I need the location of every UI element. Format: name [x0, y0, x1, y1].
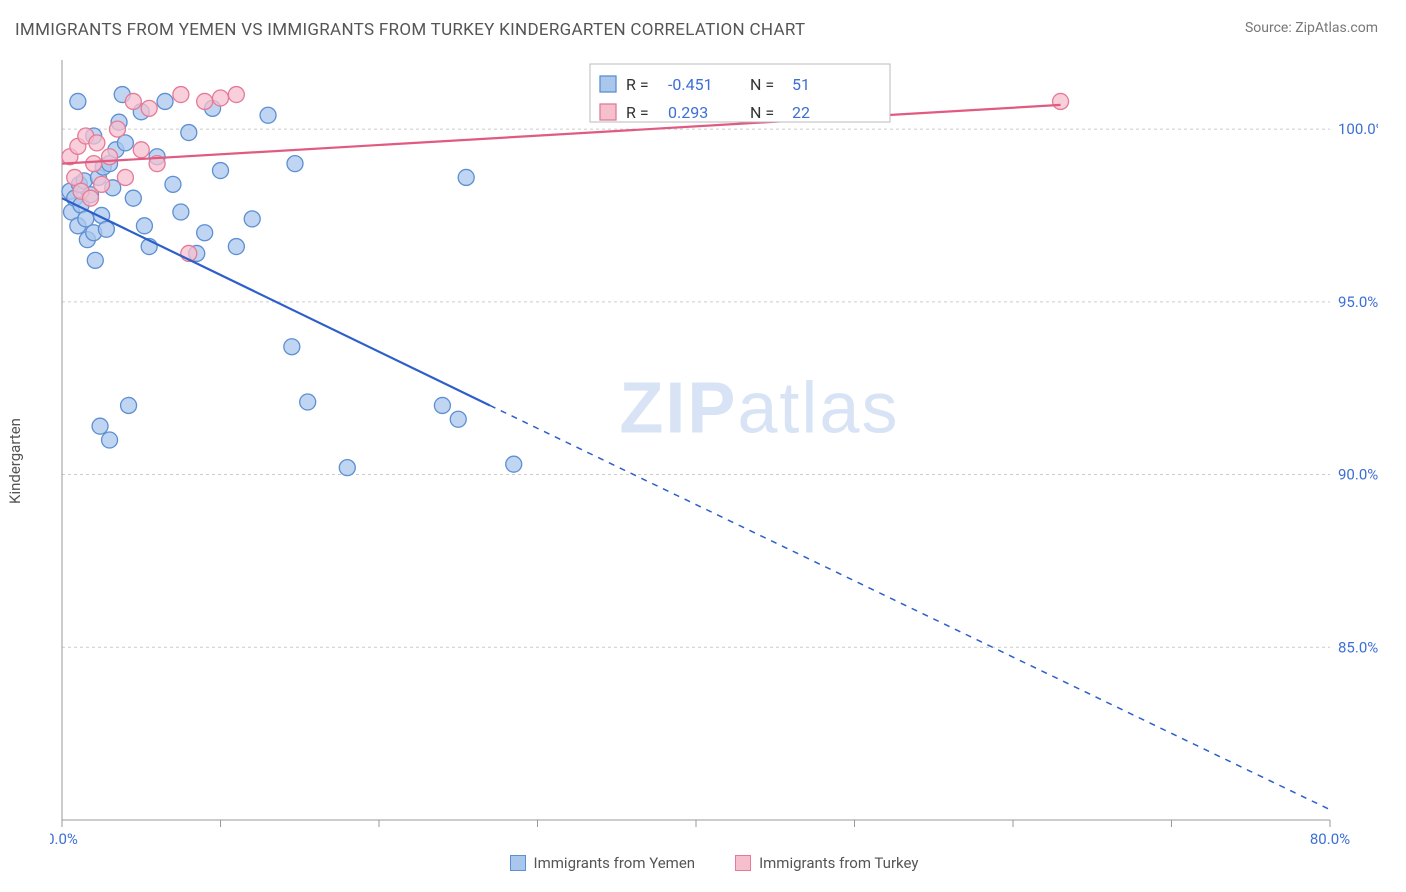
svg-text:80.0%: 80.0%	[1310, 830, 1350, 848]
svg-text:90.0%: 90.0%	[1338, 466, 1378, 484]
svg-text:R =: R =	[626, 75, 649, 94]
y-axis-label: Kindergarten	[6, 418, 24, 504]
chart-title: IMMIGRANTS FROM YEMEN VS IMMIGRANTS FROM…	[15, 20, 805, 40]
svg-text:ZIPatlas: ZIPatlas	[619, 368, 899, 448]
svg-text:0.293: 0.293	[668, 103, 708, 122]
svg-text:95.0%: 95.0%	[1338, 293, 1378, 311]
svg-text:N =: N =	[750, 75, 774, 94]
legend-item-turkey: Immigrants from Turkey	[735, 854, 918, 872]
svg-text:85.0%: 85.0%	[1338, 638, 1378, 656]
svg-text:R =: R =	[626, 103, 649, 122]
legend-item-yemen: Immigrants from Yemen	[510, 854, 696, 872]
svg-text:-0.451: -0.451	[668, 75, 713, 94]
legend-label-turkey: Immigrants from Turkey	[759, 854, 918, 872]
svg-text:0.0%: 0.0%	[50, 830, 78, 848]
legend-swatch-yemen	[510, 855, 526, 871]
legend-label-yemen: Immigrants from Yemen	[534, 854, 696, 872]
svg-text:N =: N =	[750, 103, 774, 122]
legend-swatch-turkey	[735, 855, 751, 871]
svg-text:100.0%: 100.0%	[1338, 120, 1378, 138]
svg-text:22: 22	[792, 103, 810, 122]
chart-container: Kindergarten 85.0%90.0%95.0%100.0%ZIPatl…	[50, 50, 1378, 872]
bottom-legend: Immigrants from Yemen Immigrants from Tu…	[50, 854, 1378, 872]
scatter-chart: 85.0% 90.0% 95.0% 100.0% ZIPatlas 0.0% 80.0% R …	[50, 50, 1378, 850]
svg-text:51: 51	[792, 75, 810, 94]
source-label: Source: ZipAtlas.com	[1245, 20, 1378, 36]
